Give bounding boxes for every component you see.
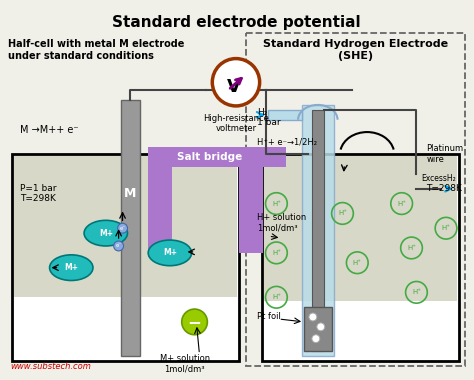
- Text: Salt bridge: Salt bridge: [177, 152, 242, 162]
- Text: ExcessH₂: ExcessH₂: [421, 174, 456, 183]
- Circle shape: [212, 59, 260, 106]
- Bar: [262, 154, 459, 361]
- Bar: [12, 154, 239, 361]
- Text: −: −: [188, 313, 201, 331]
- Text: Pt foil: Pt foil: [257, 312, 281, 321]
- Text: M+: M+: [99, 229, 113, 238]
- Circle shape: [114, 241, 124, 251]
- Circle shape: [317, 323, 325, 331]
- Text: H+ solution
1mol/dm³: H+ solution 1mol/dm³: [257, 214, 306, 233]
- Text: H⁺+ e⁻→1/2H₂: H⁺+ e⁻→1/2H₂: [257, 138, 317, 146]
- Text: H⁺: H⁺: [338, 211, 347, 217]
- Text: (SHE): (SHE): [338, 51, 373, 61]
- Bar: [148, 147, 172, 257]
- Text: M+: M+: [64, 263, 78, 272]
- Text: under standard conditions: under standard conditions: [8, 51, 154, 61]
- Text: M+ solution
1mol/dm³: M+ solution 1mol/dm³: [160, 355, 210, 374]
- Text: H⁺: H⁺: [397, 201, 406, 207]
- Circle shape: [182, 309, 207, 335]
- Bar: [239, 147, 263, 253]
- Bar: [302, 105, 334, 356]
- Circle shape: [309, 313, 317, 321]
- Text: Standard electrode potential: Standard electrode potential: [112, 15, 360, 30]
- Bar: [148, 147, 286, 167]
- Text: M+: M+: [163, 249, 177, 257]
- Text: www.substech.com: www.substech.com: [10, 362, 91, 371]
- Text: e⁻: e⁻: [116, 244, 122, 249]
- Text: e⁻: e⁻: [119, 226, 126, 231]
- Circle shape: [312, 335, 320, 343]
- Bar: [267, 110, 302, 120]
- Text: H⁺: H⁺: [407, 245, 416, 251]
- Bar: [120, 100, 140, 356]
- Text: P=1 bar
T=298K: P=1 bar T=298K: [20, 184, 56, 203]
- Text: H⁺: H⁺: [412, 289, 421, 295]
- Bar: [246, 33, 465, 366]
- Circle shape: [118, 223, 128, 233]
- Text: H⁺: H⁺: [272, 201, 281, 207]
- Ellipse shape: [148, 240, 191, 266]
- Text: V: V: [227, 78, 241, 96]
- Text: H⁺: H⁺: [272, 250, 281, 256]
- Text: H⁺: H⁺: [353, 260, 362, 266]
- Bar: [304, 307, 332, 352]
- Text: H⁺: H⁺: [442, 225, 450, 231]
- Text: T=298K: T=298K: [426, 184, 462, 193]
- Bar: [264, 156, 457, 301]
- Ellipse shape: [84, 220, 128, 246]
- Text: H₂
1 bar: H₂ 1 bar: [257, 108, 280, 127]
- Bar: [312, 110, 324, 352]
- Ellipse shape: [50, 255, 93, 280]
- Text: Standard Hydrogen Electrode: Standard Hydrogen Electrode: [263, 39, 448, 49]
- Text: High-resistance
voltmeter: High-resistance voltmeter: [203, 114, 269, 133]
- Text: M: M: [124, 187, 137, 200]
- Text: M →M++ e⁻: M →M++ e⁻: [20, 125, 79, 135]
- Bar: [14, 156, 237, 297]
- Text: Platinum
wire: Platinum wire: [426, 144, 464, 164]
- Text: H⁺: H⁺: [272, 294, 281, 300]
- Text: Half-cell with metal M electrode: Half-cell with metal M electrode: [8, 39, 184, 49]
